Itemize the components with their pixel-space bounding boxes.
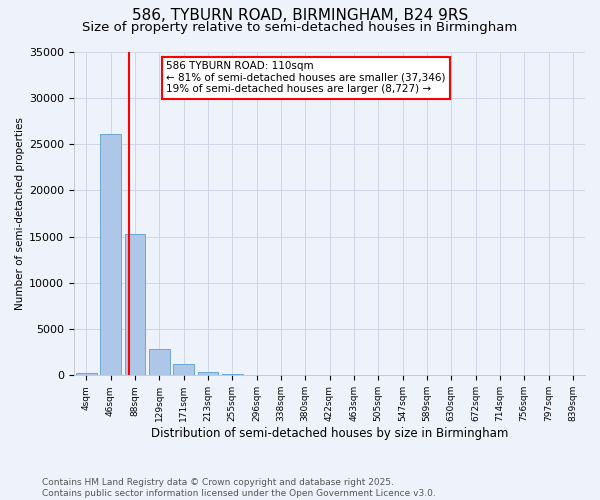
- Text: Size of property relative to semi-detached houses in Birmingham: Size of property relative to semi-detach…: [82, 21, 518, 34]
- Bar: [125, 234, 145, 376]
- Bar: [197, 372, 218, 376]
- Bar: [246, 374, 267, 376]
- Bar: [149, 348, 170, 376]
- Bar: [76, 372, 97, 376]
- Bar: [222, 374, 242, 376]
- Text: Contains HM Land Registry data © Crown copyright and database right 2025.
Contai: Contains HM Land Registry data © Crown c…: [42, 478, 436, 498]
- Bar: [173, 364, 194, 376]
- Text: 586, TYBURN ROAD, BIRMINGHAM, B24 9RS: 586, TYBURN ROAD, BIRMINGHAM, B24 9RS: [132, 8, 468, 22]
- Text: 586 TYBURN ROAD: 110sqm
← 81% of semi-detached houses are smaller (37,346)
19% o: 586 TYBURN ROAD: 110sqm ← 81% of semi-de…: [166, 61, 445, 94]
- Bar: [100, 134, 121, 376]
- X-axis label: Distribution of semi-detached houses by size in Birmingham: Distribution of semi-detached houses by …: [151, 427, 508, 440]
- Y-axis label: Number of semi-detached properties: Number of semi-detached properties: [15, 117, 25, 310]
